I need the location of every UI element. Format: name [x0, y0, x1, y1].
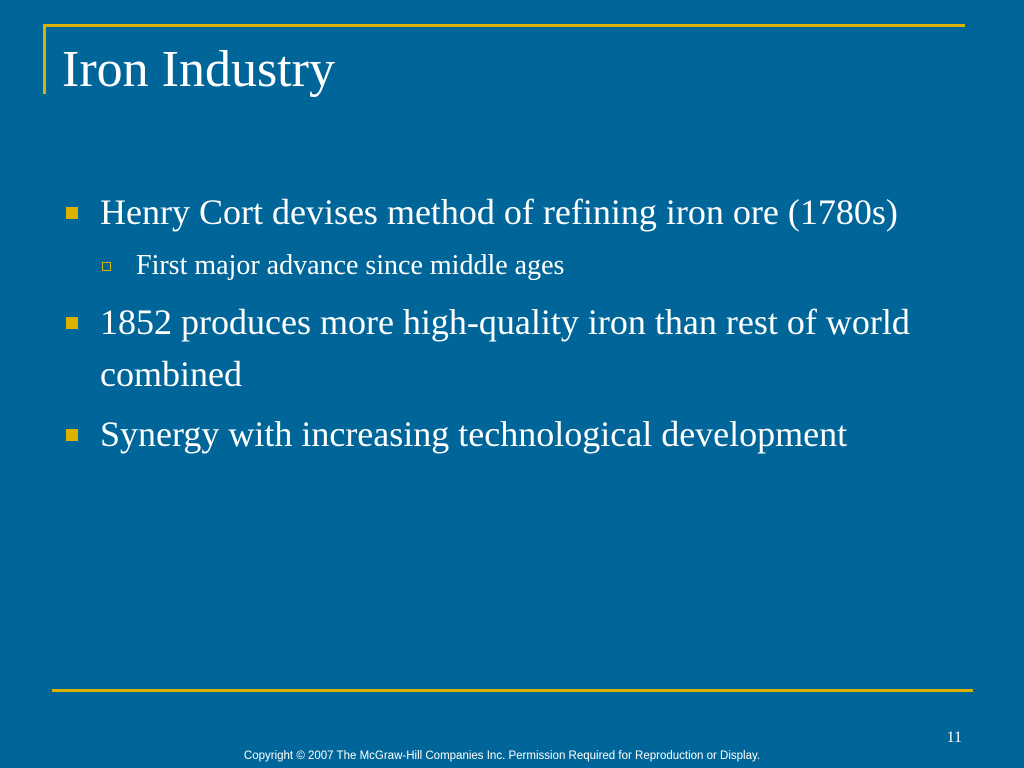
slide-title: Iron Industry — [62, 41, 335, 98]
bullet-item: 1852 produces more high-quality iron tha… — [62, 296, 962, 400]
bullet-text: 1852 produces more high-quality iron tha… — [100, 302, 910, 394]
sub-bullet-item: First major advance since middle ages — [62, 246, 962, 286]
footer-rule — [52, 689, 973, 692]
square-bullet-icon — [66, 429, 78, 441]
copyright-notice: Copyright © 2007 The McGraw-Hill Compani… — [243, 750, 761, 762]
title-frame-left-rule — [43, 24, 46, 94]
bullet-text: Henry Cort devises method of refining ir… — [100, 192, 898, 232]
bullet-text: Synergy with increasing technological de… — [100, 414, 848, 454]
hollow-square-bullet-icon — [102, 262, 111, 271]
square-bullet-icon — [66, 207, 78, 219]
title-frame-top-rule — [43, 24, 965, 27]
bullet-item: Henry Cort devises method of refining ir… — [62, 186, 962, 238]
sub-bullet-text: First major advance since middle ages — [136, 250, 565, 281]
square-bullet-icon — [66, 317, 78, 329]
slide-body: Henry Cort devises method of refining ir… — [62, 186, 962, 468]
bullet-item: Synergy with increasing technological de… — [62, 408, 962, 460]
page-number: 11 — [946, 729, 962, 746]
